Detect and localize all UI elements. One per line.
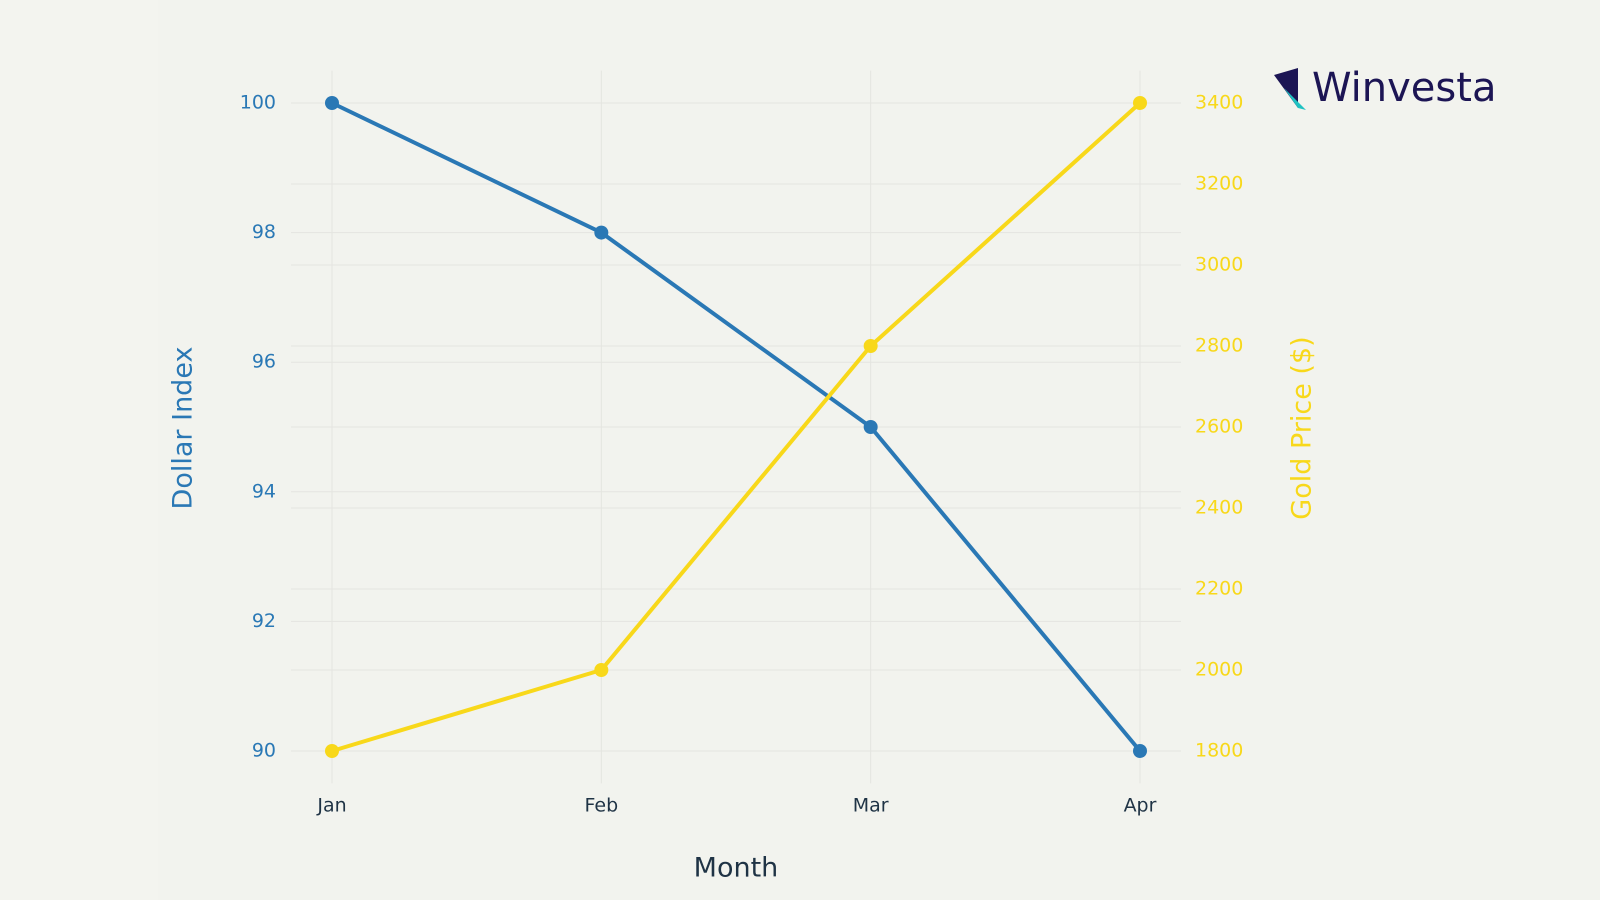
logo-text: Winvesta xyxy=(1312,65,1496,111)
x-tick-label: Apr xyxy=(1124,795,1157,817)
y2-tick-label: 2200 xyxy=(1195,578,1243,600)
y2-tick-label: 2400 xyxy=(1195,497,1243,519)
y-tick-label: 98 xyxy=(252,221,276,243)
x-tick-label: Feb xyxy=(585,795,619,817)
data-point xyxy=(325,744,339,758)
y2-tick-label: 1800 xyxy=(1195,740,1243,762)
plot-background xyxy=(158,0,1600,900)
y-tick-label: 100 xyxy=(240,92,276,114)
y2-tick-label: 3200 xyxy=(1195,173,1243,195)
data-point xyxy=(325,96,339,110)
series-line xyxy=(331,101,1142,753)
y2-tick-label: 2800 xyxy=(1195,335,1243,357)
y2-tick-label: 3400 xyxy=(1195,92,1243,114)
x-tick-label: Jan xyxy=(316,795,346,817)
y2-tick-label: 2000 xyxy=(1195,659,1243,681)
series-line xyxy=(331,101,1142,753)
data-point xyxy=(594,225,609,240)
data-point xyxy=(863,420,878,434)
y2-tick-label: 3000 xyxy=(1195,254,1243,276)
x-axis-title: Month xyxy=(694,853,779,884)
y-tick-label: 92 xyxy=(252,610,276,632)
data-point xyxy=(863,339,878,353)
y2-tick-label: 2600 xyxy=(1195,416,1243,438)
x-tick-label: Mar xyxy=(853,795,889,817)
logo: Winvesta xyxy=(1274,65,1496,111)
y-tick-label: 90 xyxy=(252,740,276,762)
y-tick-label: 94 xyxy=(252,480,276,502)
data-point xyxy=(1133,96,1147,110)
logo-icon-accent xyxy=(1284,88,1306,110)
y-axis-title: Dollar Index xyxy=(168,347,199,510)
data-point xyxy=(1133,744,1147,758)
y2-axis-title: Gold Price ($) xyxy=(1287,336,1318,519)
data-point xyxy=(594,663,609,677)
y-tick-label: 96 xyxy=(252,351,276,373)
